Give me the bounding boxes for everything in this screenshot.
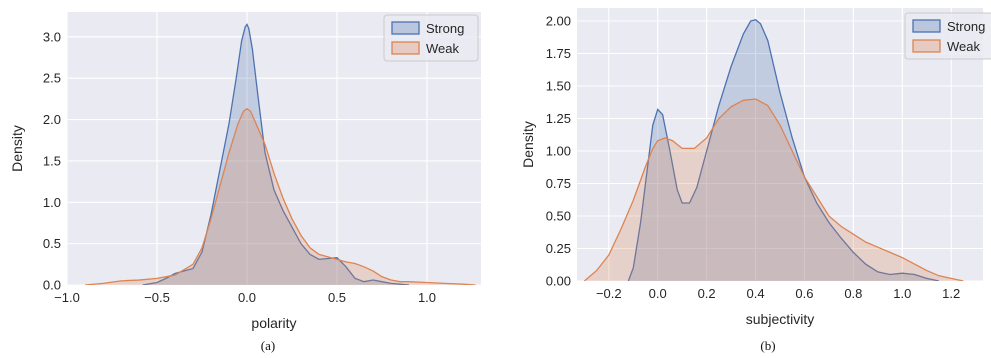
y-tick-label: 1.0 [43, 195, 61, 210]
y-tick-label: 1.50 [546, 79, 571, 94]
y-tick-label: 0.0 [43, 278, 61, 293]
y-tick-label: 0.00 [546, 274, 571, 289]
legend-label-strong: Strong [426, 21, 464, 36]
x-tick-label: 1.0 [418, 290, 436, 305]
legend-label-weak: Weak [426, 41, 459, 56]
x-tick-label: −0.5 [144, 290, 170, 305]
x-tick-label: 0.5 [328, 290, 346, 305]
legend-swatch-strong [912, 19, 941, 33]
legend-box [904, 12, 991, 60]
figure-caption: (a) [261, 338, 275, 353]
series-fill-strong [628, 19, 939, 281]
x-tick-label: −0.2 [596, 286, 622, 301]
x-axis-label: polarity [251, 315, 296, 331]
y-tick-label: 2.5 [43, 71, 61, 86]
legend-swatch-weak [912, 39, 941, 53]
legend-label-weak: Weak [947, 39, 980, 54]
y-tick-label: 2.0 [43, 112, 61, 127]
y-tick-label: 0.75 [546, 176, 571, 191]
y-axis-label: Density [520, 121, 536, 168]
x-tick-label: 0.4 [747, 286, 765, 301]
series-line-strong [627, 18, 940, 281]
series-fill-strong [142, 24, 409, 285]
x-tick-label: −1.0 [54, 290, 80, 305]
legend-box [383, 14, 479, 62]
series-line-weak [583, 98, 964, 281]
series-group [583, 18, 964, 281]
x-tick-label: 0.0 [649, 286, 667, 301]
y-tick-label: 1.25 [546, 111, 571, 126]
chart-a: −1.0 −0.5 0.0 0.5 1.0 0.0 0.5 1.0 1.5 2.0 2.5 3.0 po… [9, 12, 481, 353]
x-tick-label: 0.2 [698, 286, 716, 301]
figure-caption: (b) [760, 338, 775, 353]
legend-label-strong: Strong [947, 19, 985, 34]
legend-swatch-weak [391, 41, 420, 55]
series-line-weak [84, 108, 476, 285]
y-tick-label: 1.00 [546, 144, 571, 159]
y-tick-label: 0.25 [546, 241, 571, 256]
series-group [84, 23, 476, 285]
y-tick-label: 3.0 [43, 29, 61, 44]
y-axis-label: Density [9, 125, 25, 172]
series-fill-weak [85, 108, 476, 285]
y-tick-label: 0.50 [546, 209, 571, 224]
legend: Strong Weak [904, 12, 991, 60]
y-tick-label: 0.5 [43, 236, 61, 251]
x-tick-label: 0.0 [238, 290, 256, 305]
y-tick-label: 1.5 [43, 153, 61, 168]
legend: Strong Weak [383, 14, 479, 62]
x-tick-label: 1.2 [942, 286, 960, 301]
series-line-strong [142, 23, 410, 285]
x-tick-label: 0.8 [844, 286, 862, 301]
x-axis-label: subjectivity [746, 311, 814, 327]
legend-swatch-strong [391, 21, 420, 35]
x-tick-label: 0.6 [795, 286, 813, 301]
series-fill-weak [584, 99, 964, 281]
chart-b: −0.2 0.0 0.2 0.4 0.6 0.8 1.0 1.2 0.00 0.25 0.50 0.7… [520, 8, 991, 353]
y-tick-label: 1.75 [546, 46, 571, 61]
y-tick-label: 2.00 [546, 14, 571, 29]
x-tick-label: 1.0 [893, 286, 911, 301]
